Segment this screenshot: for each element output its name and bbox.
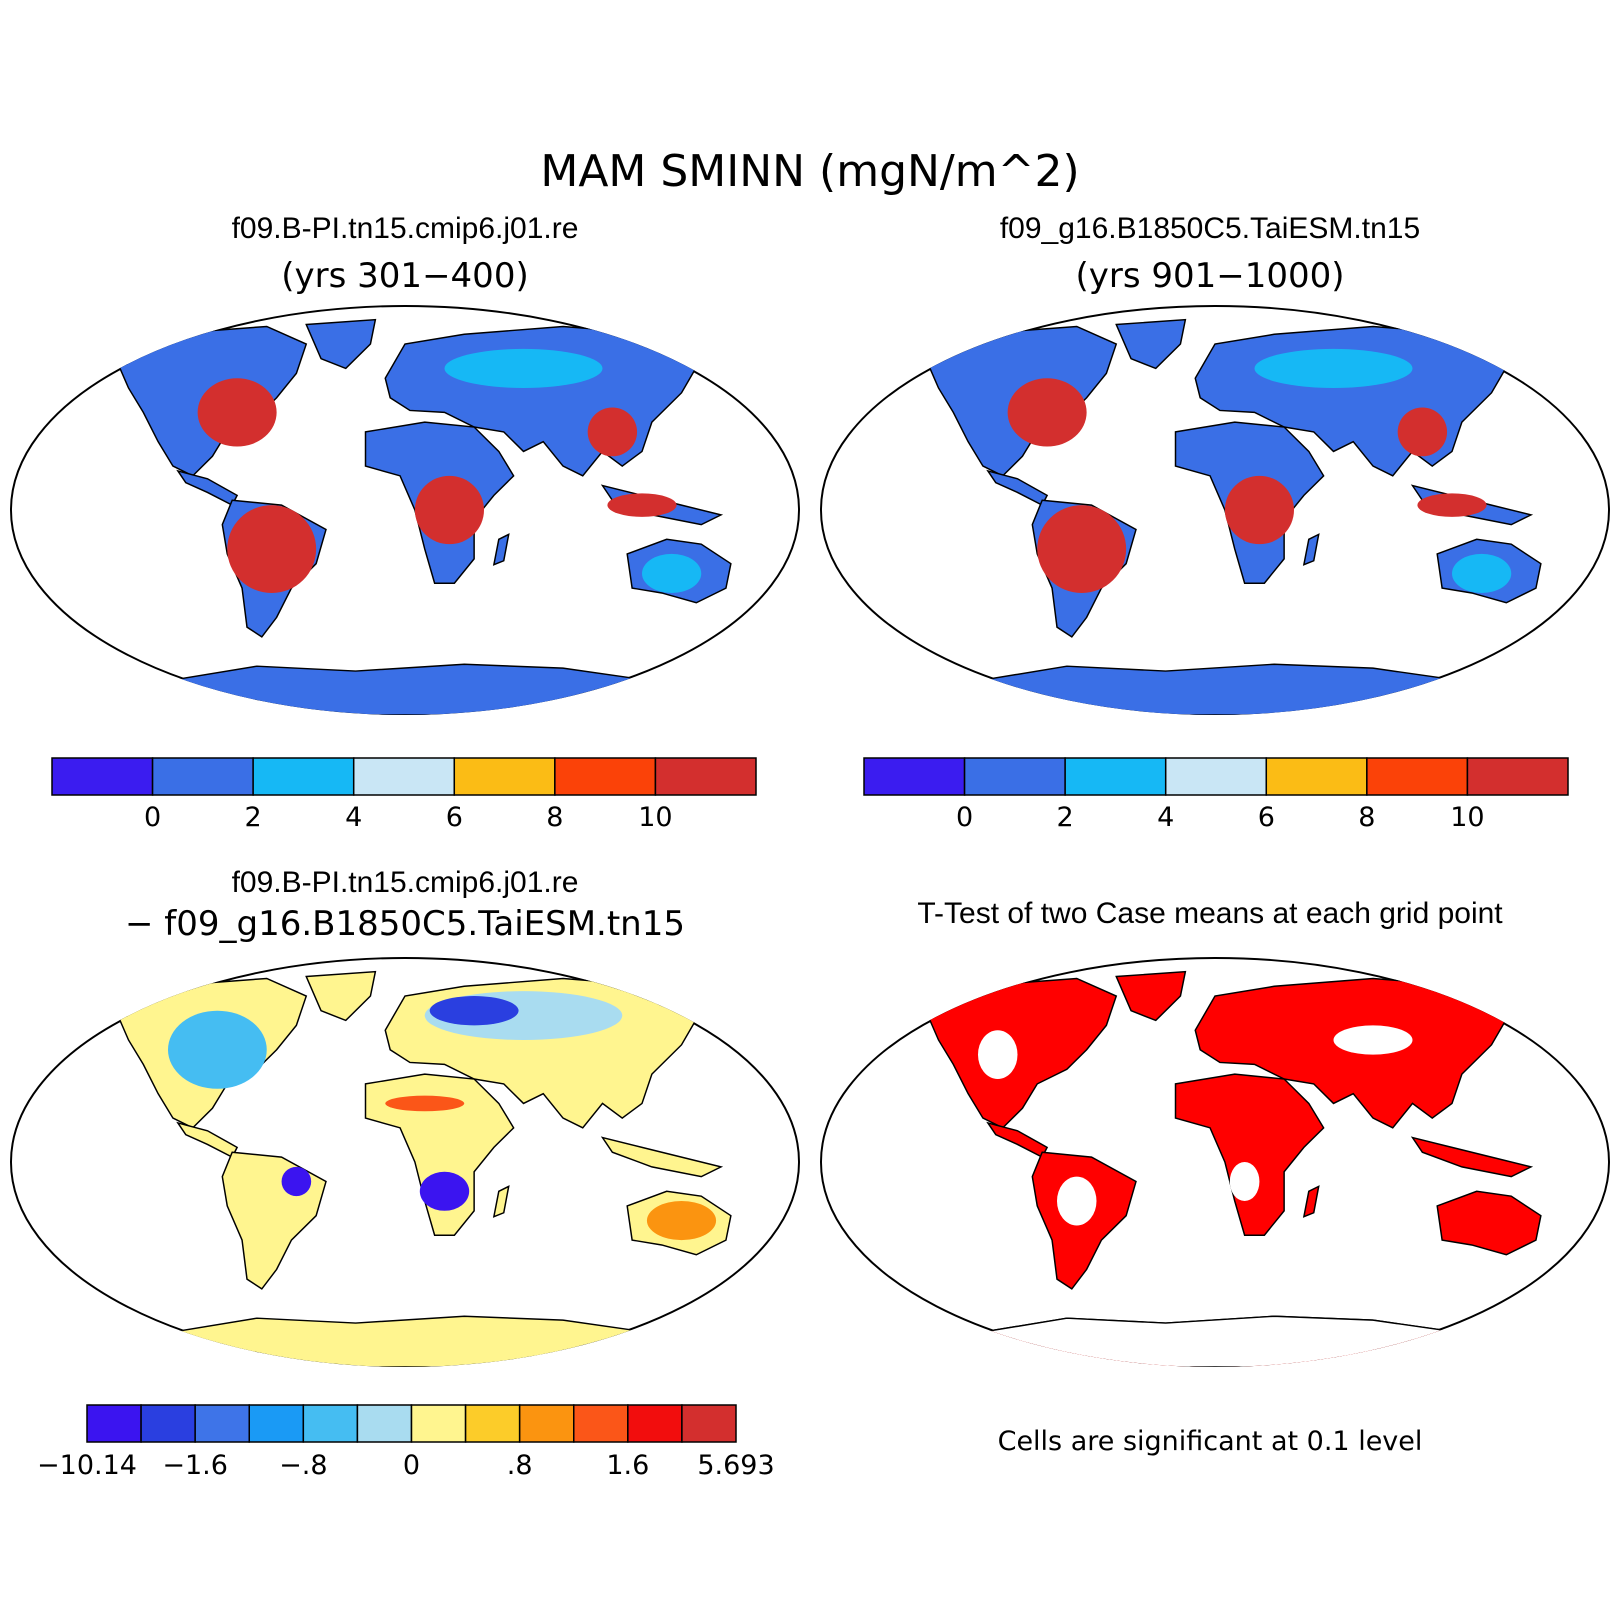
colorbar-swatch — [1164, 757, 1268, 796]
colorbar-swatch — [654, 757, 757, 796]
colorbar-swatch — [863, 757, 966, 796]
colorbar-tick-label: 0 — [144, 802, 161, 833]
colorbar-tick-label: 2 — [1057, 802, 1074, 833]
colorbar-swatch — [352, 757, 456, 796]
colorbar-tick-label: 0 — [403, 1450, 420, 1481]
panel2-subtitle: (yrs 901−1000) — [1075, 256, 1345, 296]
panel1-title: f09.B-PI.tn15.cmip6.j01.re — [231, 212, 579, 245]
map-panel-case1 — [10, 305, 800, 715]
colorbar-tick-label: −1.6 — [162, 1450, 228, 1481]
colorbar-difference: −10.14 −1.6 −.8 0 .8 1.6 5.693 — [37, 1404, 775, 1481]
colorbar-tick-label: 4 — [345, 802, 362, 833]
colorbar-tick-label: 10 — [1450, 802, 1484, 833]
colorbar-swatch — [681, 1404, 737, 1443]
colorbar-swatch — [464, 1404, 521, 1443]
colorbar-tick-label: 10 — [638, 802, 672, 833]
colorbar-case1: 0 2 4 6 8 10 — [51, 757, 757, 833]
panel3-subtitle: − f09_g16.B1850C5.TaiESM.tn15 — [125, 904, 685, 944]
colorbar-tick-label: 8 — [1358, 802, 1375, 833]
colorbar-swatch — [248, 1404, 305, 1443]
panel1-subtitle: (yrs 301−400) — [281, 256, 529, 296]
significance-note: Cells are significant at 0.1 level — [997, 1426, 1423, 1457]
figure-title: MAM SMINN (mgN/m^2) — [540, 146, 1080, 197]
colorbar-tick-label: .8 — [507, 1450, 533, 1481]
colorbar-swatch — [518, 1404, 575, 1443]
colorbar-tick-label: 1.6 — [606, 1450, 649, 1481]
colorbar-tick-label: −10.14 — [37, 1450, 137, 1481]
colorbar-swatch — [1366, 757, 1469, 796]
colorbar-tick-label: 6 — [1258, 802, 1275, 833]
colorbar-tick-label: −.8 — [279, 1450, 327, 1481]
colorbar-tick-label: 8 — [546, 802, 563, 833]
colorbar-tick-label: 4 — [1157, 802, 1174, 833]
colorbar-swatch — [573, 1404, 629, 1443]
panel4-title: T-Test of two Case means at each grid po… — [917, 897, 1503, 930]
colorbar-swatch — [554, 757, 657, 796]
colorbar-swatch — [51, 757, 154, 796]
colorbar-swatch — [252, 757, 355, 796]
colorbar-tick-label: 2 — [245, 802, 262, 833]
colorbar-swatch — [194, 1404, 251, 1443]
colorbar-swatch — [302, 1404, 359, 1443]
panel3-title: f09.B-PI.tn15.cmip6.j01.re — [231, 866, 579, 899]
colorbar-swatch — [151, 757, 254, 796]
colorbar-swatch — [1466, 757, 1569, 796]
map-panel-ttest — [820, 957, 1610, 1367]
colorbar-tick-label: 0 — [956, 802, 973, 833]
colorbar-swatch — [356, 1404, 413, 1443]
map-panel-difference — [10, 957, 800, 1367]
colorbar-swatch — [963, 757, 1066, 796]
colorbar-case2: 0 2 4 6 8 10 — [863, 757, 1569, 833]
colorbar-swatch — [1064, 757, 1167, 796]
colorbar-swatch — [410, 1404, 467, 1443]
colorbar-tick-label: 6 — [446, 802, 463, 833]
map-panel-case2 — [820, 305, 1610, 715]
colorbar-swatch — [140, 1404, 196, 1443]
colorbar-swatch — [453, 757, 556, 796]
panel2-title: f09_g16.B1850C5.TaiESM.tn15 — [999, 212, 1421, 245]
colorbar-tick-label: 5.693 — [697, 1450, 774, 1481]
colorbar-swatch — [627, 1404, 683, 1443]
colorbar-swatch — [86, 1404, 142, 1443]
colorbar-swatch — [1265, 757, 1368, 796]
